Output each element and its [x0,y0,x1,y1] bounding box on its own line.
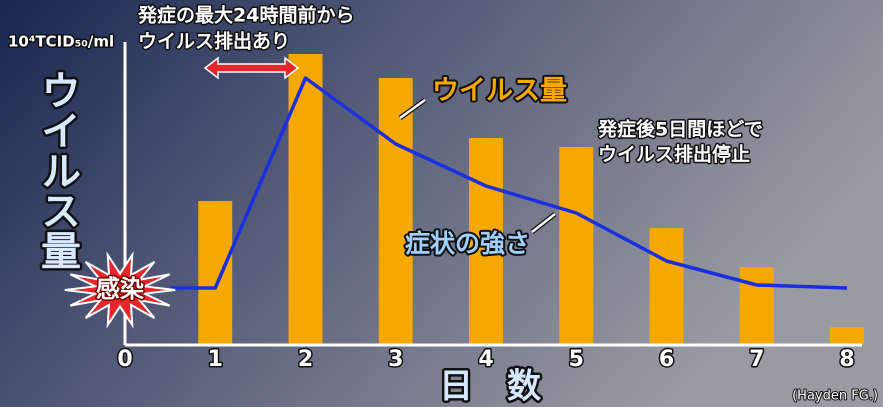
x-tick-label: 1 [208,347,223,372]
series-label: ウイルス量 [432,76,567,107]
plot-area [198,54,864,345]
x-tick-label: 0 [117,347,132,372]
annotation: ウイルス排出あり [138,30,290,53]
line [170,76,848,290]
y-axis-label: ウイルス量 [34,70,80,270]
annotation: 発症後5日間ほどで [597,118,763,141]
leader-line [531,213,556,233]
starburst [64,251,176,329]
leader-line [399,98,426,120]
x-tick-label: 5 [569,347,584,372]
bar [469,138,503,345]
x-tick-label: 4 [478,347,493,372]
annotation: ウイルス排出停止 [598,143,750,166]
x-tick-label: 2 [298,347,313,372]
annotation: 発症の最大24時間前から [137,4,354,27]
x-axis-label: 日 数 [439,367,541,407]
x-tick-label: 6 [659,347,674,372]
arrow [203,56,300,80]
bar [739,267,774,345]
bar [198,201,233,345]
bar [649,228,684,345]
bar [830,327,864,345]
bar [288,54,323,345]
source: (Hayden FG.) [792,389,878,404]
x-tick-label: 7 [749,347,764,372]
annotation: 感染 [96,275,144,303]
bar [378,78,413,345]
bar [559,147,594,345]
x-tick-label: 3 [388,347,403,372]
series-label: 症状の強さ [405,229,530,258]
x-tick-label: 8 [839,347,854,372]
y-unit: 10⁴TCID₅₀/ml [8,33,114,51]
